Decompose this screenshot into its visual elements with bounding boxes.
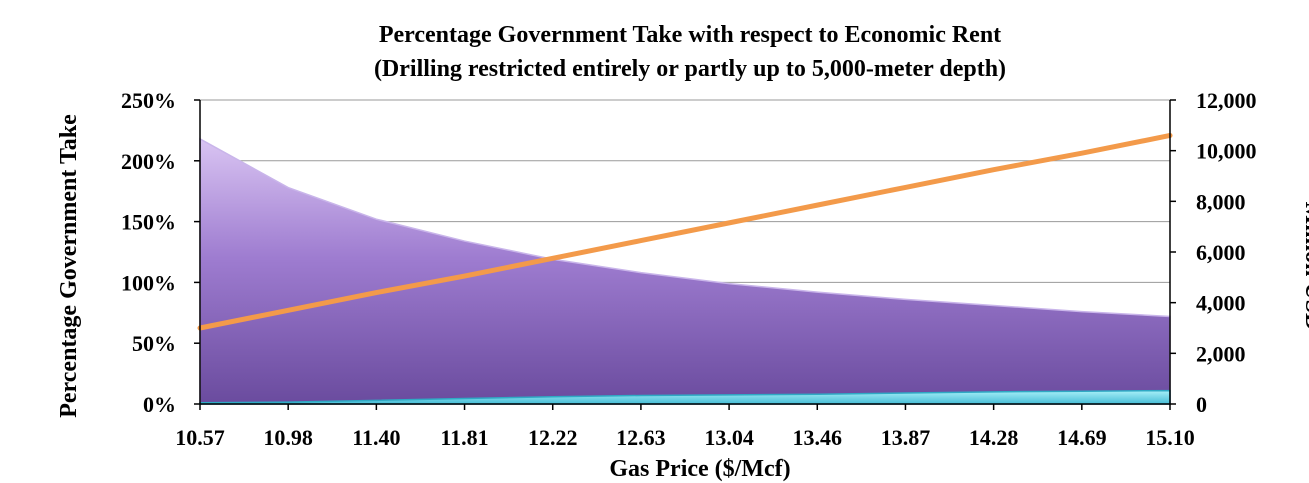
chart-title: Percentage Government Take with respect …	[379, 22, 1001, 48]
area-series-1	[199, 389, 1171, 405]
x-tick-label: 14.28	[969, 425, 1019, 450]
area-series-0	[199, 137, 1171, 405]
x-tick-label: 13.46	[793, 425, 843, 450]
y2-tick-label: 4,000	[1196, 291, 1246, 316]
area-series	[199, 137, 1171, 405]
x-tick-label: 15.10	[1145, 425, 1195, 450]
x-tick-label: 10.57	[175, 425, 225, 450]
x-tick-label: 11.81	[440, 425, 488, 450]
chart-subtitle: (Drilling restricted entirely or partly …	[374, 56, 1006, 82]
line-series-2	[197, 132, 1173, 331]
y-axis-title: Percentage Government Take	[56, 114, 82, 418]
y2-tick-label: 2,000	[1196, 341, 1246, 366]
y-tick-label: 0%	[143, 392, 176, 417]
y2-axis-title: Million USD	[1300, 202, 1309, 331]
tick-labels: 0% 50% 100% 150% 200% 250% 0 2,000 4,000 6,000 8,0…	[121, 88, 1257, 450]
x-axis-title: Gas Price ($/Mcf)	[609, 456, 790, 482]
y-tick-label: 150%	[121, 210, 176, 235]
x-tick-label: 12.22	[528, 425, 578, 450]
y2-tick-label: 6,000	[1196, 240, 1246, 265]
x-tick-label: 10.98	[263, 425, 313, 450]
y2-tick-label: 8,000	[1196, 189, 1246, 214]
x-tick-label: 13.87	[881, 425, 931, 450]
y-tick-label: 50%	[132, 331, 176, 356]
y-tick-label: 100%	[121, 270, 176, 295]
y2-tick-label: 12,000	[1196, 88, 1257, 113]
y2-tick-label: 10,000	[1196, 139, 1257, 164]
y-tick-label: 200%	[121, 149, 176, 174]
x-tick-label: 12.63	[616, 425, 666, 450]
x-tick-label: 13.04	[704, 425, 754, 450]
y2-tick-label: 0	[1196, 392, 1207, 417]
axes	[194, 99, 1176, 410]
x-tick-label: 11.40	[352, 425, 400, 450]
x-tick-label: 14.69	[1057, 425, 1107, 450]
y-tick-label: 250%	[121, 88, 176, 113]
line-series	[197, 132, 1173, 331]
